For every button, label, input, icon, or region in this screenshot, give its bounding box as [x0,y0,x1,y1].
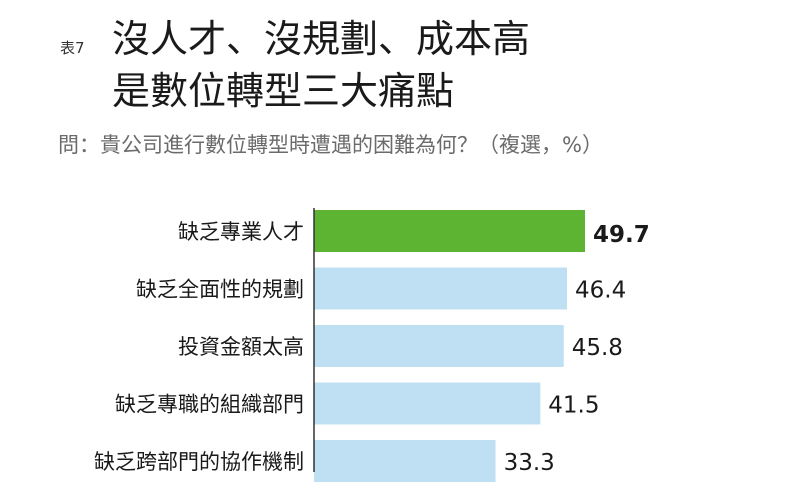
chart-title-line-2: 是數位轉型三大痛點 [112,69,454,113]
value-label-2: 46.4 [575,278,626,304]
bars-layer: 缺乏專業人才 49.7 缺乏全面性的規劃 46.4 投資金額太高 45.8 缺乏專職的組織部… [94,210,650,482]
survey-question: 問：貴公司進行數位轉型時遭遇的困難為何？（複選，%） [58,133,603,157]
bar-2 [314,267,568,310]
value-label-3: 45.8 [572,335,623,361]
bar-1 [314,210,585,252]
bar-3 [314,325,564,367]
value-label-1: 49.7 [593,222,650,248]
category-label-4: 缺乏專職的組織部門 [115,393,304,417]
value-label-5: 33.3 [504,450,555,476]
bar-4 [314,382,541,425]
value-label-4: 41.5 [548,393,599,419]
category-label-2: 缺乏全面性的規劃 [136,278,304,302]
category-label-1: 缺乏專業人才 [178,220,304,244]
bar-5 [314,440,496,482]
chart-title-line-1: 沒人才、沒規劃、成本高 [112,17,530,61]
category-label-3: 投資金額太高 [178,335,304,359]
table-tag: 表7 [60,39,85,57]
category-label-5: 缺乏跨部門的協作機制 [94,450,304,474]
